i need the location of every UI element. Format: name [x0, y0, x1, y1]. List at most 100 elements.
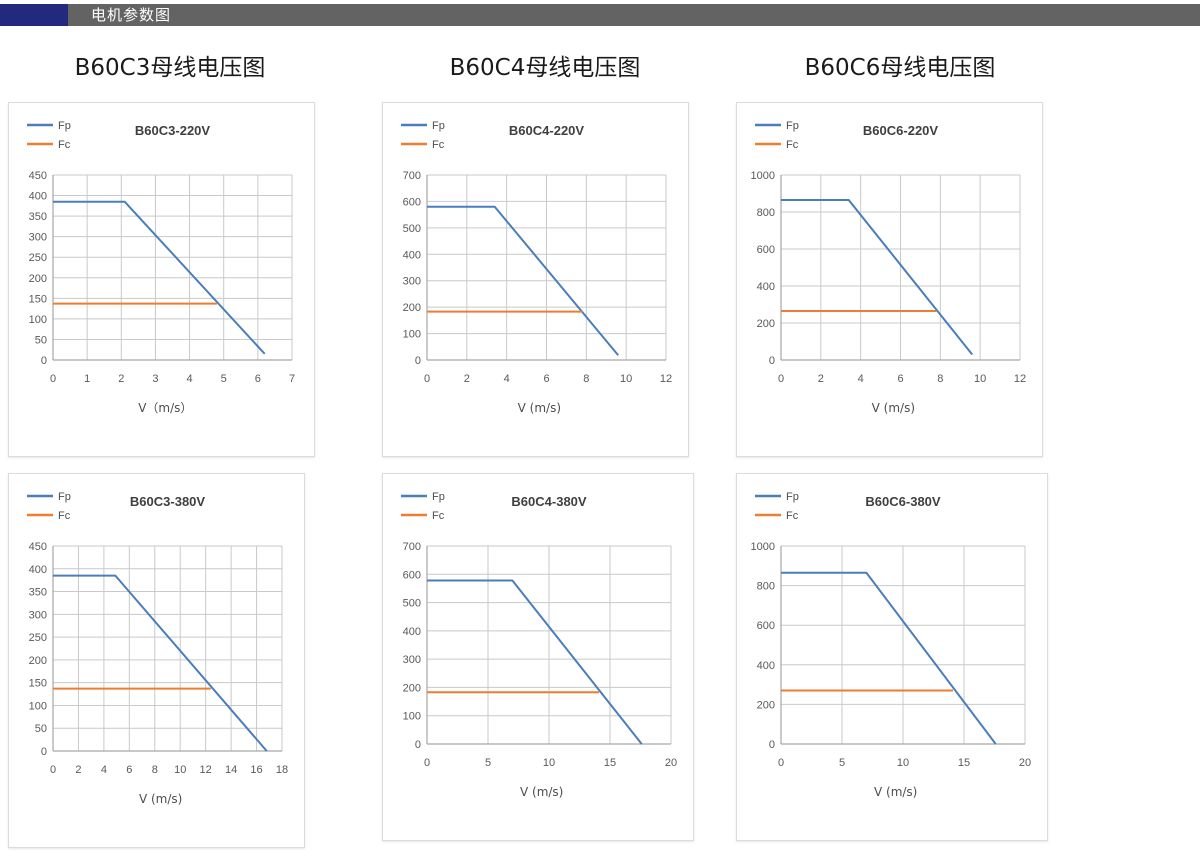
x-axis-tick-label: 8 [583, 373, 589, 385]
x-axis-tick-label: 4 [101, 764, 107, 776]
x-axis-tick-label: 0 [50, 764, 56, 776]
chart-b60c6-220v: Fp Fc B60C6-220V 0 200 400 600 800 1000 0 2 4 6 8 10 12… [751, 120, 1027, 415]
x-axis-tick-label: 0 [778, 757, 784, 769]
x-axis-label: V (m/s) [874, 785, 917, 799]
x-axis-tick-label: 10 [974, 373, 986, 385]
y-axis-tick-label: 100 [403, 329, 421, 341]
x-axis-tick-label: 4 [187, 373, 193, 385]
chart-b60c3-220v: FpFcB60C3-220V05010015020025030035040045… [27, 120, 295, 415]
x-axis-tick-label: 5 [485, 757, 491, 769]
series-line-fp [427, 205, 619, 356]
y-axis-tick-label: 1000 [751, 541, 775, 553]
y-axis-tick-label: 300 [403, 276, 421, 288]
y-axis-tick-label: 0 [415, 739, 421, 751]
y-axis-tick-label: 400 [29, 191, 47, 203]
y-axis-tick-label: 100 [29, 700, 47, 712]
x-axis-tick-label: 12 [200, 764, 212, 776]
y-axis-tick-label: 500 [403, 223, 421, 235]
y-axis-tick-label: 400 [757, 660, 775, 672]
y-axis-tick-label: 300 [403, 654, 421, 666]
x-axis-tick-label: 12 [1014, 373, 1026, 385]
x-axis-label: V (m/s) [139, 792, 182, 806]
x-axis-tick-label: 15 [604, 757, 616, 769]
chart-card: Fp Fc B60C3-380V 0 50 100 150 200 250 300 350 400 45… [8, 473, 305, 848]
y-axis-tick-label: 500 [403, 598, 421, 610]
x-axis-label: V (m/s) [872, 401, 915, 415]
chart-inner-title: B60C6-380V [865, 494, 940, 509]
y-axis-tick-label: 200 [29, 655, 47, 667]
y-axis-tick-label: 600 [757, 244, 775, 256]
x-axis-tick-label: 8 [152, 764, 158, 776]
chart-card: Fp Fc B60C4-380V 0 100 200 300 400 500 600 700 0 5 10… [382, 473, 694, 841]
x-axis-tick-label: 1 [84, 373, 90, 385]
legend-label-fp: Fp [432, 491, 445, 503]
y-axis-tick-label: 400 [757, 281, 775, 293]
y-axis-tick-label: 350 [29, 211, 47, 223]
y-axis-tick-label: 400 [29, 564, 47, 576]
x-axis-tick-label: 8 [937, 373, 943, 385]
legend-label-fp: Fp [432, 120, 445, 132]
x-axis-tick-label: 4 [858, 373, 864, 385]
y-axis-tick-label: 600 [403, 196, 421, 208]
legend-label-fp: Fp [58, 120, 71, 132]
chart-panel-b60c6-380v: Fp Fc B60C6-380V 0 200 400 600 800 1000 0 5 10 15 20 V… [730, 473, 1070, 855]
x-axis-tick-label: 7 [289, 373, 295, 385]
x-axis-tick-label: 6 [255, 373, 261, 385]
x-axis-label: V (m/s) [520, 785, 563, 799]
y-axis-tick-label: 400 [403, 626, 421, 638]
y-axis-tick-label: 300 [29, 609, 47, 621]
x-axis-tick-label: 18 [276, 764, 288, 776]
x-axis-tick-label: 10 [620, 373, 632, 385]
legend-label-fc: Fc [432, 139, 445, 151]
x-axis-tick-label: 2 [464, 373, 470, 385]
y-axis-tick-label: 50 [35, 723, 47, 735]
x-axis-tick-label: 0 [778, 373, 784, 385]
x-axis-tick-label: 12 [660, 373, 672, 385]
x-axis-tick-label: 3 [152, 373, 158, 385]
chart-grid: B60C3母线电压图 Fp Fc B60C3-220V 0 50 100 150 200 250… [0, 48, 1200, 855]
series-line-fp [53, 200, 266, 355]
x-axis-tick-label: 15 [958, 757, 970, 769]
chart-b60c4-220v: Fp Fc B60C4-220V 0 100 200 300 400 500 600 700 0 2 4 6… [401, 120, 672, 415]
chart-panel-b60c6-220v: B60C6母线电压图 Fp Fc B60C6-220V 0 200 400 600 800 10… [730, 48, 1070, 463]
banner-accent-block [0, 4, 68, 26]
x-axis-label: V (m/s) [518, 401, 561, 415]
y-axis-tick-label: 450 [29, 170, 47, 182]
banner-bar: 电机参数图 [68, 4, 1200, 26]
x-axis-tick-label: 16 [250, 764, 262, 776]
x-axis-tick-label: 6 [897, 373, 903, 385]
y-axis-tick-label: 600 [403, 569, 421, 581]
x-axis-tick-label: 2 [75, 764, 81, 776]
legend-label-fc: Fc [432, 510, 445, 522]
legend-label-fc: Fc [786, 139, 799, 151]
chart-panel-b60c3-220v: B60C3母线电压图 Fp Fc B60C3-220V 0 50 100 150 200 250… [0, 48, 340, 463]
y-axis-tick-label: 0 [769, 355, 775, 367]
x-axis-tick-label: 2 [818, 373, 824, 385]
y-axis-tick-label: 0 [41, 355, 47, 367]
y-axis-tick-label: 100 [403, 711, 421, 723]
panel-heading: B60C6母线电压图 [804, 55, 996, 81]
x-axis-tick-label: 10 [897, 757, 909, 769]
x-axis-tick-label: 6 [543, 373, 549, 385]
y-axis-tick-label: 200 [757, 318, 775, 330]
y-axis-tick-label: 300 [29, 232, 47, 244]
y-axis-tick-label: 400 [403, 249, 421, 261]
y-axis-tick-label: 800 [757, 207, 775, 219]
y-axis-tick-label: 700 [403, 170, 421, 182]
legend-label-fp: Fp [786, 120, 799, 132]
chart-card: Fp Fc B60C6-220V 0 200 400 600 800 1000 0 2 4 6 8 10 12… [736, 102, 1043, 457]
legend-label-fp: Fp [58, 491, 71, 503]
series-line-fp [427, 579, 643, 745]
chart-card: Fp Fc B60C3-220V 0 50 100 150 200 250 300 350 400 45… [8, 102, 315, 457]
x-axis-tick-label: 20 [1019, 757, 1031, 769]
chart-inner-title: B60C4-380V [511, 494, 586, 509]
chart-inner-title: B60C6-220V [863, 123, 938, 138]
y-axis-tick-label: 350 [29, 587, 47, 599]
chart-panel-b60c4-220v: B60C4母线电压图 Fp Fc B60C4-220V 0 100 200 300 400 50… [375, 48, 715, 463]
series-line-fp [781, 571, 997, 745]
y-axis-tick-label: 200 [403, 302, 421, 314]
legend-label-fc: Fc [58, 510, 71, 522]
x-axis-tick-label: 5 [221, 373, 227, 385]
y-axis-tick-label: 600 [757, 620, 775, 632]
y-axis-tick-label: 150 [29, 678, 47, 690]
